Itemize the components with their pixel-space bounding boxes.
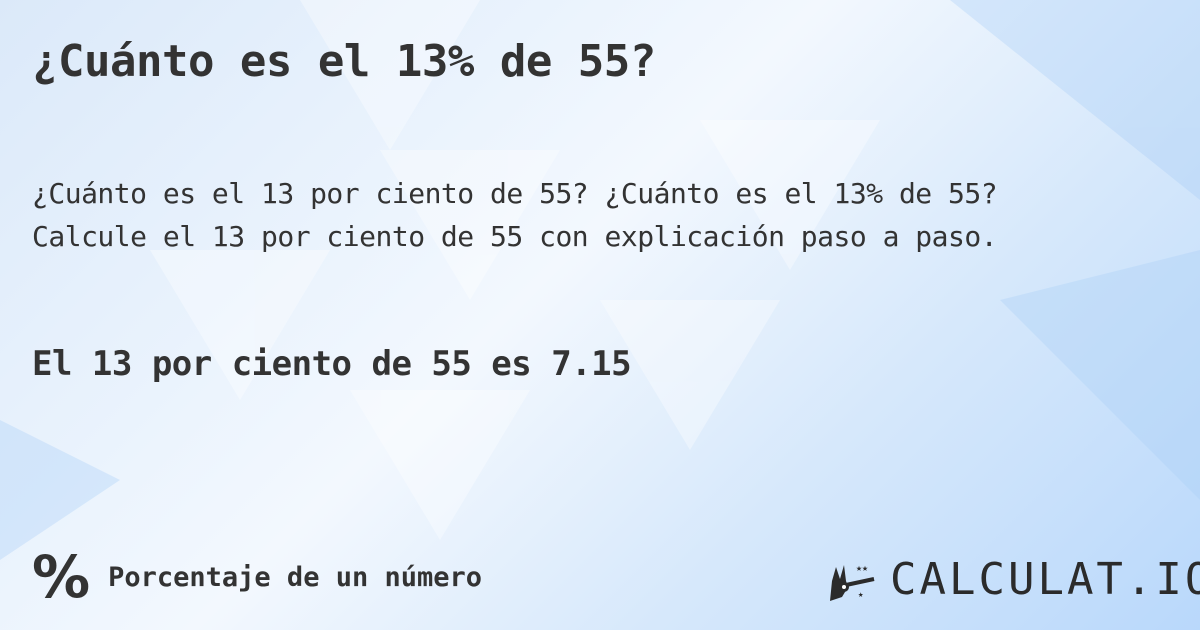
category-footer: % Porcentaje de un número xyxy=(32,548,482,606)
description: ¿Cuánto es el 13 por ciento de 55? ¿Cuán… xyxy=(32,172,998,258)
answer: El 13 por ciento de 55 es 7.15 xyxy=(32,344,632,384)
description-line: ¿Cuánto es el 13 por ciento de 55? ¿Cuán… xyxy=(32,177,998,210)
logo[interactable]: ★★ ★ CALCULAT.IO xyxy=(828,554,1200,605)
percent-icon: % xyxy=(32,543,91,611)
description-line: Calcule el 13 por ciento de 55 con expli… xyxy=(32,220,998,253)
category-label: Porcentaje de un número xyxy=(108,561,482,593)
magic-hand-icon: ★★★ xyxy=(830,563,875,601)
svg-text:★★: ★★ xyxy=(856,563,868,574)
svg-text:★: ★ xyxy=(858,590,864,600)
logo-text: CALCULAT.IO xyxy=(890,554,1200,605)
page-title: ¿Cuánto es el 13% de 55? xyxy=(32,36,656,87)
